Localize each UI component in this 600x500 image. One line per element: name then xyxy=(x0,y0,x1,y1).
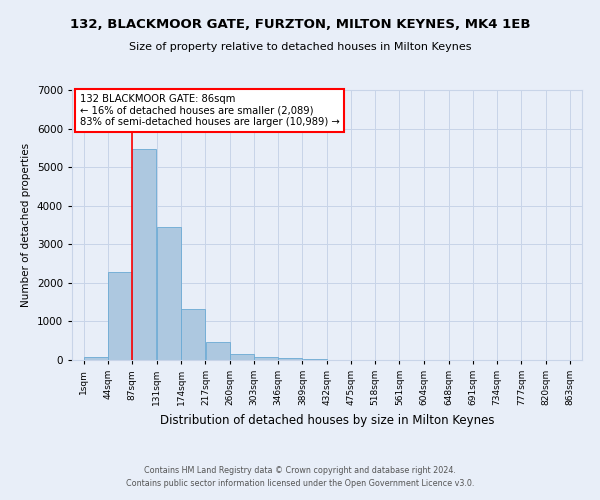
Bar xyxy=(84,357,107,360)
Text: Size of property relative to detached houses in Milton Keynes: Size of property relative to detached ho… xyxy=(129,42,471,52)
Bar xyxy=(181,309,205,360)
Bar xyxy=(302,359,326,360)
Bar xyxy=(132,148,156,360)
Bar xyxy=(108,272,132,360)
Bar xyxy=(230,354,254,360)
Text: 132 BLACKMOOR GATE: 86sqm
← 16% of detached houses are smaller (2,089)
83% of se: 132 BLACKMOOR GATE: 86sqm ← 16% of detac… xyxy=(80,94,340,127)
Bar xyxy=(157,227,181,360)
Bar xyxy=(254,357,278,360)
Y-axis label: Number of detached properties: Number of detached properties xyxy=(21,143,31,307)
Text: 132, BLACKMOOR GATE, FURZTON, MILTON KEYNES, MK4 1EB: 132, BLACKMOOR GATE, FURZTON, MILTON KEY… xyxy=(70,18,530,30)
X-axis label: Distribution of detached houses by size in Milton Keynes: Distribution of detached houses by size … xyxy=(160,414,494,426)
Bar xyxy=(278,358,302,360)
Text: Contains HM Land Registry data © Crown copyright and database right 2024.
Contai: Contains HM Land Registry data © Crown c… xyxy=(126,466,474,487)
Bar xyxy=(206,342,230,360)
